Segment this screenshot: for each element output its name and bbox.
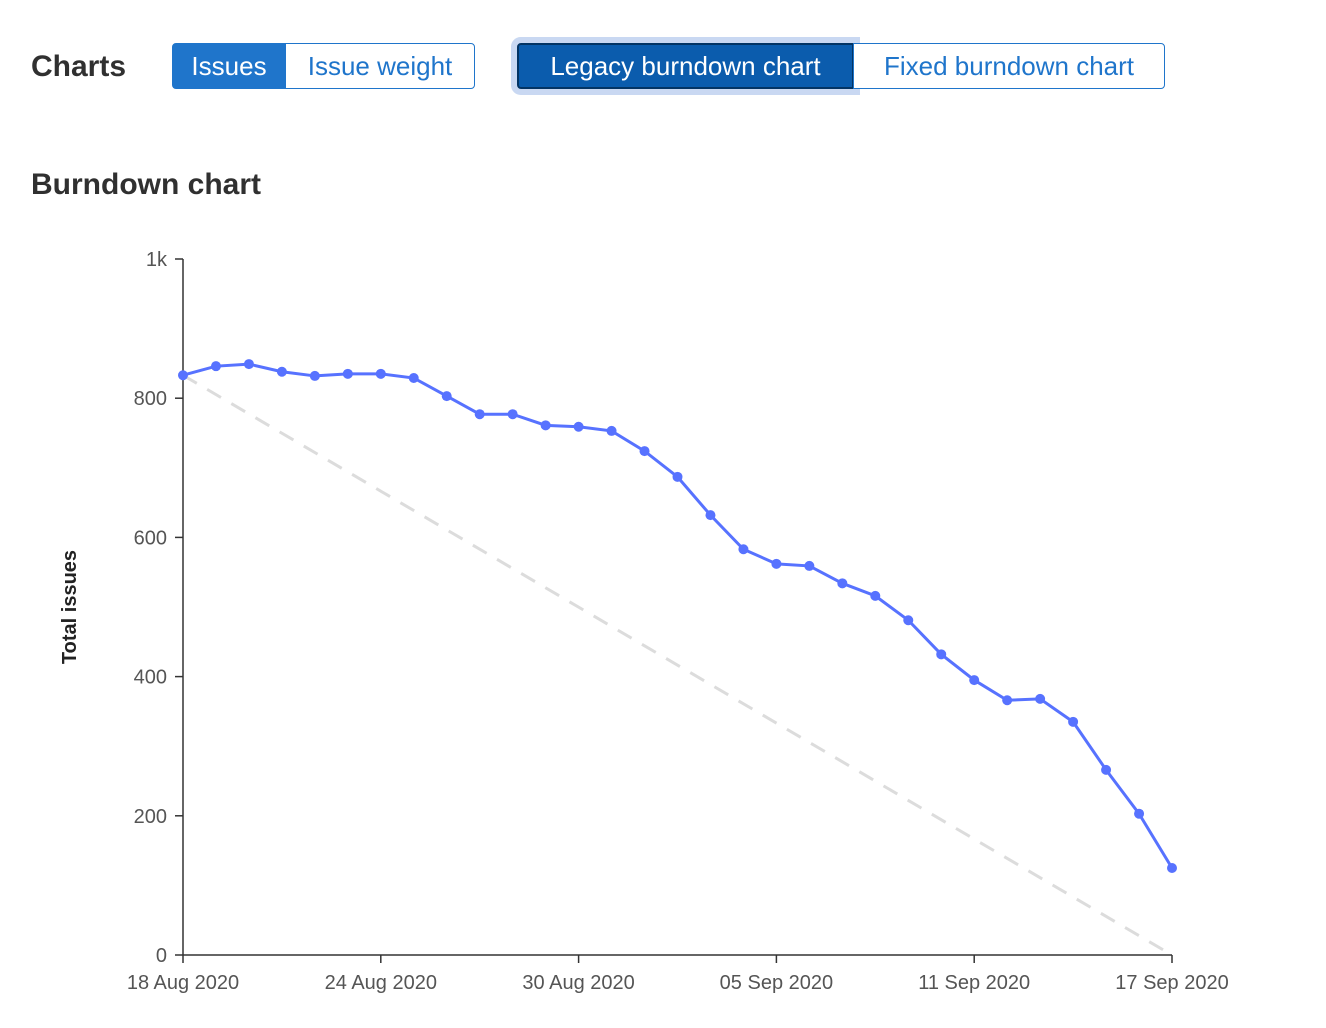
point [1068, 716, 1079, 727]
point [639, 446, 650, 457]
point [178, 370, 188, 381]
issue-weight-button[interactable]: Issue weight [285, 43, 475, 89]
point [375, 368, 386, 379]
chart-title: Burndown chart [31, 168, 261, 201]
point [1035, 693, 1046, 704]
series-line [182, 362, 1174, 869]
point [243, 359, 254, 370]
point [540, 420, 551, 431]
point [771, 558, 782, 569]
section-title: Charts [31, 50, 127, 83]
point [738, 544, 749, 555]
y-tick-label: 800 [134, 388, 167, 410]
point [705, 510, 716, 521]
point [474, 409, 485, 420]
point [1002, 695, 1013, 706]
point [276, 366, 287, 377]
guideline [182, 373, 1173, 957]
y-axis-label: Total issues [59, 550, 81, 664]
legacy-chart-button[interactable]: Legacy burndown chart [517, 43, 854, 89]
y-tick-label: 200 [134, 806, 167, 828]
point [408, 373, 419, 384]
issues-button[interactable]: Issues [172, 43, 286, 89]
point [837, 578, 848, 589]
x-tick-label: 24 Aug 2020 [325, 972, 437, 994]
point [1134, 808, 1145, 819]
point [1167, 863, 1177, 873]
y-tick-label: 400 [134, 667, 167, 689]
point [936, 649, 947, 660]
fixed-chart-button[interactable]: Fixed burndown chart [853, 43, 1165, 89]
point [573, 421, 584, 432]
x-tick-label: 11 Sep 2020 [918, 972, 1030, 994]
point [441, 391, 452, 402]
point [210, 361, 221, 372]
point [804, 560, 815, 571]
point [1101, 764, 1112, 775]
y-tick-label: 1k [146, 249, 168, 271]
point [342, 368, 353, 379]
x-tick-label: 30 Aug 2020 [522, 972, 634, 994]
point [309, 370, 320, 381]
x-tick-label: 05 Sep 2020 [720, 972, 833, 994]
x-tick-label: 17 Sep 2020 [1115, 972, 1228, 994]
point [969, 675, 980, 686]
x-tick-label: 18 Aug 2020 [127, 972, 239, 994]
point [672, 471, 683, 482]
point [870, 590, 881, 601]
point [903, 615, 914, 626]
point [507, 409, 518, 420]
y-tick-label: 0 [156, 945, 167, 967]
y-tick-label: 600 [134, 527, 167, 549]
point [606, 425, 617, 436]
